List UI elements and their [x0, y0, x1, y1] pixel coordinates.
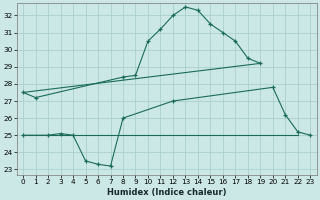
- X-axis label: Humidex (Indice chaleur): Humidex (Indice chaleur): [107, 188, 227, 197]
